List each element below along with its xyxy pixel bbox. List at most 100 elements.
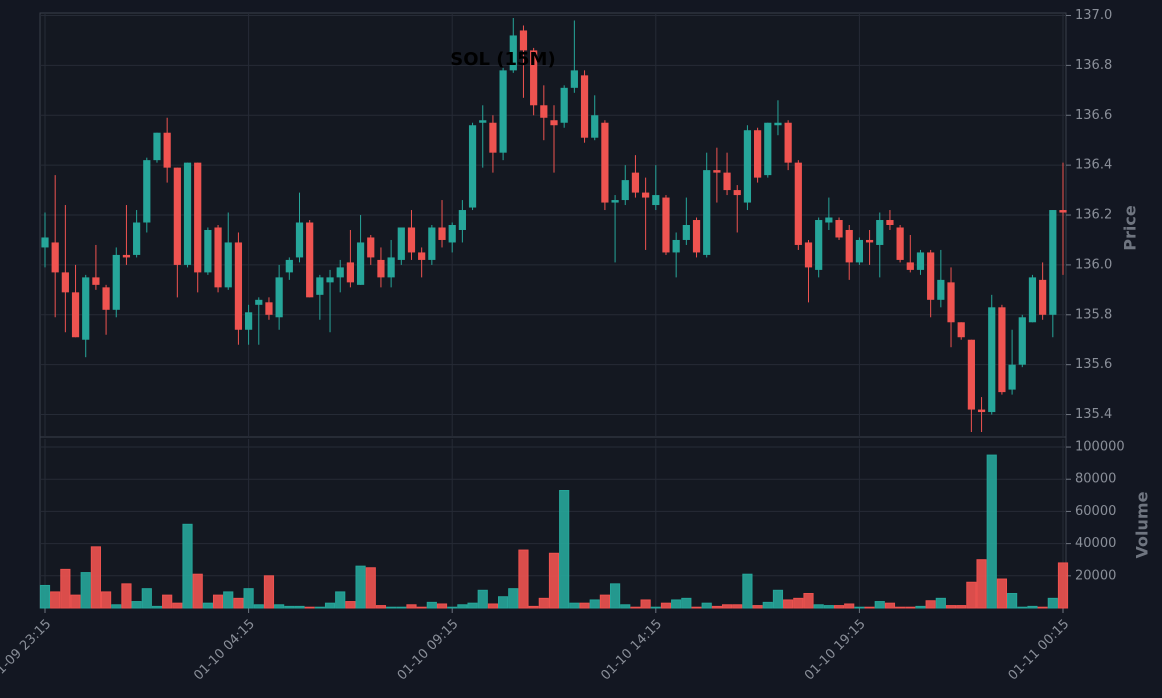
volume-bar [151,605,163,609]
volume-bar [172,602,183,609]
candle-body [82,277,90,340]
volume-bar [304,606,315,609]
volume-bar [426,601,437,609]
volume-bar [233,597,244,609]
candle-body [377,259,385,278]
candle-body [764,122,772,176]
volume-bar [294,605,305,609]
volume-tick-label: 100000 [1075,440,1125,455]
candle-body [336,267,344,278]
candle-body [896,227,904,260]
candle-body [41,237,49,248]
y-axis-label: Price [1121,205,1140,251]
volume-bar [783,599,794,609]
volume-bar [386,606,397,609]
volume-bar [1047,597,1058,609]
volume-bar [335,591,346,609]
volume-bar [599,594,610,609]
y-tick-label: 136.2 [1075,208,1112,223]
candle-body [784,122,792,163]
candle-body [540,105,548,118]
candle-body [845,229,853,263]
volume-bar [579,602,590,609]
candle-body [479,120,487,123]
volume-bar [844,603,855,609]
candle-body [418,252,426,260]
volume-bar [50,591,61,609]
candle-body [1049,210,1057,315]
y-tick-label: 137.0 [1075,8,1112,23]
volume-bar [406,604,417,609]
volume-bar [253,604,264,609]
volume-bar [813,604,824,609]
candle-body [988,307,996,413]
volume-bar [884,602,896,609]
volume-bar [223,591,234,609]
candle-body [499,70,507,153]
candle-body [407,227,416,253]
candle-body [92,277,100,285]
volume-bar [854,606,865,609]
candle-body [560,87,568,123]
candle-body [631,172,640,193]
volume-bar [80,572,91,609]
volume-tick-label: 80000 [1075,472,1116,487]
volume-bar [498,596,509,609]
price-panel [39,12,1067,438]
candle-body [794,162,802,245]
volume-bar [874,601,885,609]
volume-bar [182,523,193,609]
volume-bar [90,546,101,609]
candle-body [173,167,181,265]
candle-body [438,227,446,240]
volume-bar [100,591,112,609]
volume-bar [436,603,448,609]
volume-bar [569,602,580,609]
volume-bar [548,552,560,609]
candle-body [194,162,202,273]
volume-bar [956,605,967,609]
volume-bar [630,606,641,609]
volume-bar [976,559,987,609]
volume-bar [650,606,661,609]
candle-body [468,125,477,208]
y-tick-label: 135.4 [1075,407,1112,422]
candle-body [122,254,131,258]
candle-body [448,225,456,243]
candle-body [255,299,263,305]
volume-bar [60,568,71,609]
volume-bar [162,594,173,609]
candle-body [519,30,528,51]
volume-bar [284,605,295,609]
volume-bar [39,584,51,609]
candle-body [815,220,823,270]
volume-tick-label: 20000 [1075,568,1116,583]
candle-body [1059,210,1067,213]
volume-bar [457,604,468,609]
volume-bar [701,602,712,609]
volume-bar [823,605,834,609]
candle-body [692,220,701,253]
candle-body [489,122,497,153]
volume-bar [141,588,152,609]
volume-bar [212,594,224,609]
volume-bar [121,583,132,609]
candle-body [916,252,925,270]
candle-body [285,259,293,273]
candle-body [163,132,171,168]
volume-bar [559,490,570,609]
volume-bar [192,573,203,609]
candle-body [927,252,935,300]
volume-bar [986,454,997,609]
candle-body [153,132,161,161]
candle-body [102,287,110,310]
volume-bar [966,581,977,609]
candle-body [672,239,680,253]
volume-bar [895,606,906,609]
candle-body [356,242,365,285]
volume-bar [243,588,254,609]
candle-body [295,222,304,258]
candle-body [998,307,1006,393]
candle-body [733,190,741,196]
